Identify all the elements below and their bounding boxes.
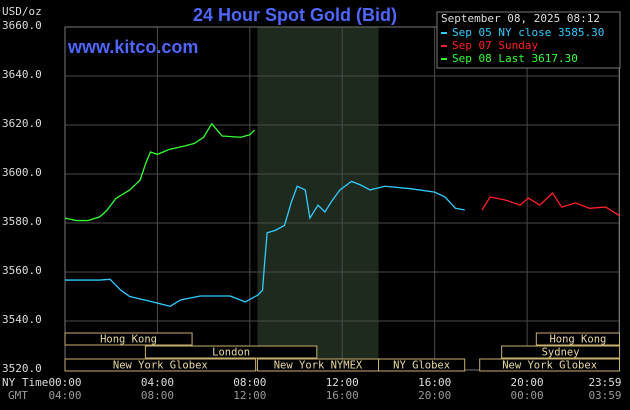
x-tick-label-gmt: 00:00 xyxy=(511,389,544,402)
session-label: Sydney xyxy=(542,347,580,359)
price-line xyxy=(65,180,465,307)
x-tick-label-gmt: 04:00 xyxy=(48,389,81,402)
session-bar xyxy=(144,345,318,359)
session-label: Hong Kong xyxy=(549,334,606,346)
session-label: New York Globex xyxy=(502,360,597,372)
session-label: New York Globex xyxy=(113,360,208,372)
y-axis-label: USD/oz xyxy=(2,5,42,18)
x-tick-label: 08:00 xyxy=(233,376,266,389)
x-row-label: NY Time xyxy=(2,376,48,389)
y-tick-label: 3520.0 xyxy=(2,362,42,375)
watermark: www.kitco.com xyxy=(67,37,198,57)
price-line xyxy=(64,122,255,222)
legend-entry: Sep 08 Last 3617.30 xyxy=(452,52,578,65)
y-tick-label: 3640.0 xyxy=(2,68,42,81)
session-bar xyxy=(501,345,621,359)
price-line xyxy=(481,192,620,217)
session-label: NY Globex xyxy=(393,360,450,372)
session-label: London xyxy=(212,347,250,359)
timestamp: September 08, 2025 08:12 xyxy=(441,12,600,25)
x-tick-label: 12:00 xyxy=(326,376,359,389)
x-tick-label: 23:59 xyxy=(588,376,621,389)
session-bar xyxy=(64,358,257,372)
session-bar xyxy=(64,332,193,346)
x-tick-label-gmt: 03:59 xyxy=(588,389,621,402)
y-tick-label: 3580.0 xyxy=(2,215,42,228)
x-tick-label-gmt: 08:00 xyxy=(141,389,174,402)
legend-box xyxy=(436,11,621,69)
y-tick-label: 3600.0 xyxy=(2,166,42,179)
session-label: Hong Kong xyxy=(100,334,157,346)
y-tick-label: 3620.0 xyxy=(2,117,42,130)
session-bar xyxy=(378,358,466,372)
x-tick-label: 04:00 xyxy=(141,376,174,389)
chart-title: 24 Hour Spot Gold (Bid) xyxy=(193,5,397,25)
x-row-label: GMT xyxy=(8,389,28,402)
x-tick-label: 00:00 xyxy=(48,376,81,389)
legend-entry: Sep 05 NY close 3585.30 xyxy=(452,26,604,39)
session-bar xyxy=(535,332,621,346)
x-tick-label-gmt: 12:00 xyxy=(233,389,266,402)
x-tick-label-gmt: 16:00 xyxy=(326,389,359,402)
session-bar xyxy=(479,358,620,372)
x-tick-label: 20:00 xyxy=(511,376,544,389)
shaded-region xyxy=(257,27,379,370)
y-tick-label: 3660.0 xyxy=(2,19,42,32)
y-tick-label: 3560.0 xyxy=(2,264,42,277)
y-tick-label: 3540.0 xyxy=(2,313,42,326)
legend-entry: Sep 07 Sunday xyxy=(452,39,538,52)
x-tick-label-gmt: 20:00 xyxy=(418,389,451,402)
session-label: New York NYMEX xyxy=(274,360,363,372)
x-tick-label: 16:00 xyxy=(418,376,451,389)
